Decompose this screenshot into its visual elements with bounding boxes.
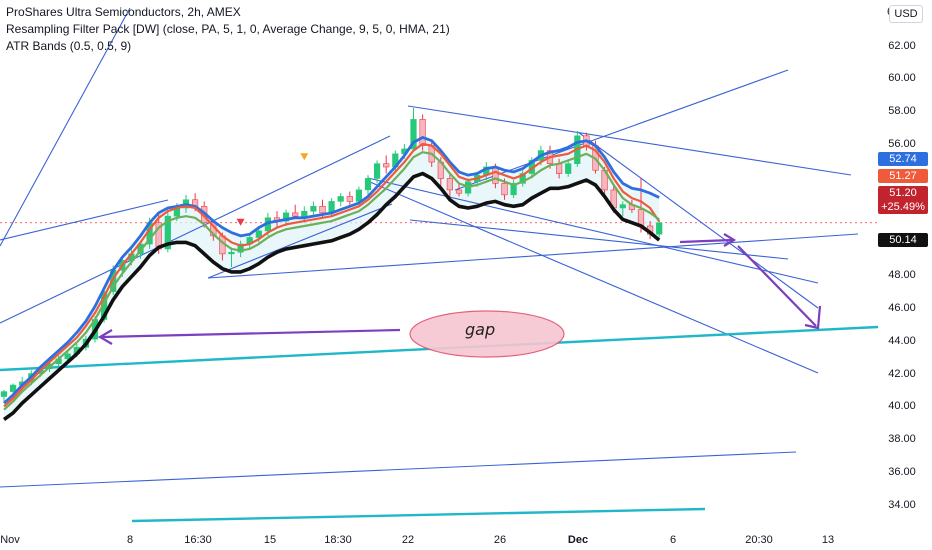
- x-tick-label: 15: [263, 534, 277, 546]
- x-tick-label: 22: [401, 534, 415, 546]
- candle-body: [510, 183, 517, 196]
- candle-body: [228, 251, 235, 255]
- candle-body: [364, 178, 372, 191]
- trend-line-2: [0, 199, 169, 241]
- signal-marker-2: [300, 153, 309, 161]
- x-tick-label: 16:30: [184, 534, 212, 546]
- y-tick-label: 62.00: [888, 39, 916, 52]
- price-tag-value: 52.74: [889, 153, 917, 165]
- candle-body: [0, 391, 8, 397]
- x-tick-label: 8: [126, 534, 134, 546]
- arrow-down-head: [804, 305, 822, 330]
- candle-body: [373, 163, 381, 179]
- x-tick-label: 26: [493, 534, 507, 546]
- arrow-down-shaft: [737, 245, 817, 327]
- candle-body: [310, 206, 317, 212]
- candle-body: [64, 353, 71, 360]
- candle-body: [346, 196, 353, 202]
- x-tick-label: 6: [669, 534, 677, 546]
- trend-line-4: [207, 233, 859, 279]
- price-tag: 51.27: [878, 169, 928, 183]
- y-tick-label: 40.00: [888, 400, 916, 413]
- price-axis[interactable]: [878, 0, 932, 550]
- indicator-resampling-filter[interactable]: Resampling Filter Pack [DW] (close, PA, …: [6, 22, 450, 36]
- gap-annotation-label: gap: [465, 320, 496, 339]
- support-line-bottom: [131, 507, 706, 523]
- price-tag-value: 50.14: [889, 234, 917, 246]
- y-tick-label: 36.00: [888, 466, 916, 478]
- hma-blue-line: [3, 136, 660, 405]
- indicator-atr-bands[interactable]: ATR Bands (0.5, 0.5, 9): [6, 39, 132, 53]
- candle-body: [419, 119, 426, 146]
- arrow-right-shaft: [679, 238, 733, 244]
- candle-body: [319, 206, 326, 214]
- candle-body: [383, 163, 390, 168]
- arrow-gap-left-shaft: [101, 328, 401, 339]
- trend-line-10: [577, 131, 819, 309]
- atr-band-fill: [4, 137, 660, 420]
- candle-body: [492, 166, 499, 184]
- candle-body: [237, 243, 244, 253]
- candle-body: [282, 212, 290, 222]
- trend-line-1: [0, 135, 391, 324]
- price-tag-value: 51.20: [889, 187, 917, 199]
- y-tick-label: 46.00: [888, 302, 916, 314]
- y-tick-label: 34.00: [888, 498, 916, 511]
- y-tick-label: 60.00: [888, 72, 916, 85]
- price-tag-change: +25.49%: [881, 201, 925, 213]
- candle-body: [10, 384, 17, 392]
- candle-body: [301, 210, 308, 217]
- price-tag: 50.14: [878, 233, 928, 247]
- arrow-gap-left-head: [97, 329, 113, 345]
- candle-body: [656, 222, 663, 235]
- x-tick-label: 20:30: [745, 534, 773, 546]
- candle-body: [355, 189, 363, 202]
- atr-lower-line: [2, 171, 661, 421]
- x-tick-label: 13: [821, 534, 835, 546]
- signal-marker-1: [236, 218, 245, 226]
- price-tag: 52.74: [878, 152, 928, 166]
- filter-green-line: [3, 151, 660, 411]
- y-tick-label: 58.00: [888, 105, 916, 118]
- x-tick-label: Nov: [0, 534, 20, 546]
- chart-legend: ProShares Ultra Semiconductors, 2h, AMEX…: [6, 4, 450, 55]
- candle-body: [565, 163, 572, 174]
- price-tag-value: 51.27: [889, 170, 917, 182]
- candle-body: [337, 196, 344, 202]
- trend-line-5: [367, 177, 819, 284]
- candle-body: [255, 230, 262, 238]
- candle-body: [164, 215, 171, 250]
- candle-body: [501, 183, 508, 196]
- trend-line-8: [409, 219, 789, 260]
- candle-body: [555, 163, 563, 174]
- trend-line-11: [0, 451, 797, 488]
- x-tick-label: Dec: [567, 534, 589, 546]
- trend-line-6: [369, 181, 819, 374]
- candle-body: [410, 119, 417, 150]
- currency-button[interactable]: USD: [889, 5, 923, 23]
- trend-line-steep: [0, 7, 131, 247]
- trend-line-7: [407, 105, 852, 176]
- candle-body: [519, 173, 526, 184]
- candle-body: [292, 212, 299, 217]
- trend-line-3: [207, 203, 393, 279]
- candle-body: [446, 178, 454, 191]
- gap-annotation-ellipse: [409, 310, 565, 358]
- arrow-right-head: [723, 233, 737, 247]
- filter-red-line: [3, 142, 661, 408]
- candle-body: [619, 204, 626, 209]
- candle-body: [455, 189, 463, 194]
- y-tick-label: 42.00: [888, 367, 916, 380]
- y-tick-label: 38.00: [888, 433, 916, 446]
- y-tick-label: 44.00: [888, 334, 916, 347]
- x-tick-label: 18:30: [324, 534, 352, 546]
- y-tick-label: 48.00: [888, 269, 916, 282]
- symbol-title[interactable]: ProShares Ultra Semiconductors, 2h, AMEX: [6, 5, 241, 19]
- y-tick-label: 56.00: [888, 138, 916, 150]
- price-tag: 51.20 +25.49%: [878, 186, 928, 214]
- trend-line-9: [454, 69, 789, 191]
